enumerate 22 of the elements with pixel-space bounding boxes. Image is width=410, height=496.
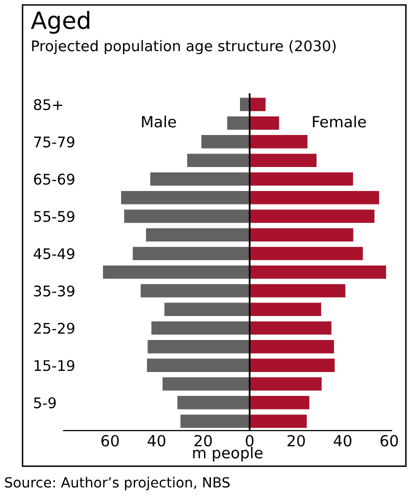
y-tick-label: 55-59 [34,210,74,222]
y-tick-label: 25-29 [34,322,74,334]
x-tick-label: 60 [101,434,119,447]
y-tick-label: 85+ [34,99,62,110]
source-note: Source: Author’s projection, NBS [5,476,230,490]
y-tick-label: 75-79 [34,136,74,148]
y-tick-label: 35-39 [34,285,74,297]
y-tick-label: 65-69 [34,174,74,185]
chart-subtitle: Projected population age structure (2030) [32,40,336,54]
x-tick-label: 20 [194,434,212,447]
y-tick-label: 45-49 [34,248,74,260]
x-axis-title: m people [193,446,262,462]
x-tick-label: 20 [288,434,305,447]
chart-title: Aged [30,10,90,34]
y-tick-label: 15-19 [34,360,74,372]
series-label: Male [142,116,176,128]
series-label: Female [312,116,366,128]
x-tick-label: 60 [380,434,398,447]
y-tick-label: 5-9 [34,397,56,408]
x-tick-label: 40 [334,434,352,447]
x-tick-label: 0 [246,434,254,447]
x-tick-label: 40 [148,434,166,447]
